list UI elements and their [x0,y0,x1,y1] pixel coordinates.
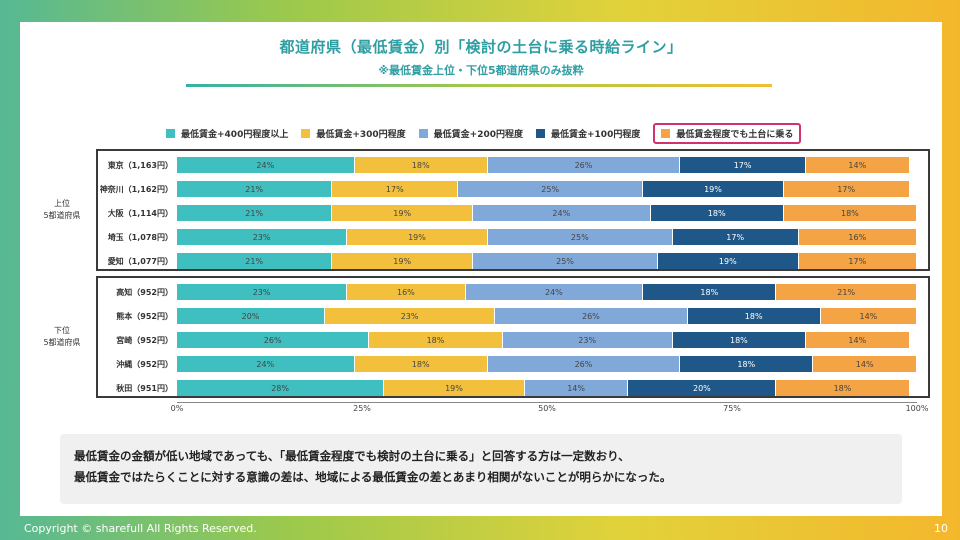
x-axis-line [177,402,917,403]
legend-label-2: 最低賃金+300円程度 [316,129,406,140]
bar-segment: 19% [332,205,473,221]
legend-item-2: 最低賃金+300円程度 [301,127,406,140]
legend-label-5: 最低賃金程度でも土台に乗る [676,129,794,140]
bar-segment: 20% [628,380,777,396]
copyright-text: Copyright © sharefull All Rights Reserve… [24,522,257,535]
group-label-2: 下位 5都道府県 [34,325,90,349]
bar-segment: 23% [177,284,348,300]
bar-segment: 18% [354,157,488,173]
group-label-line-2: 5都道府県 [43,211,81,220]
bar-segment: 19% [658,253,799,269]
slide-card: 都道府県（最低賃金）別「検討の土台に乗る時給ライン」 ※最低賃金上位・下位5都道… [20,22,942,516]
row-label: 埼玉（1,078円） [107,233,173,242]
bar-segment: 14% [524,380,629,396]
bar-segment: 24% [473,205,651,221]
title-underline [186,84,772,87]
bar-segment: 20% [177,308,325,324]
bar-segment: 23% [325,308,496,324]
x-tick-label: 75% [723,404,741,413]
bar-segment: 17% [672,229,799,245]
bar-segment: 25% [487,229,673,245]
bar-segment: 18% [687,308,821,324]
group-box-2 [96,276,930,398]
row-label: 大阪（1,114円） [107,209,173,218]
bar-segment: 21% [177,181,333,197]
bar-segment: 19% [332,253,473,269]
bar-segment: 24% [177,157,355,173]
bar-segment: 26% [487,356,681,372]
bar-segment: 14% [820,308,917,324]
summary-note: 最低賃金の金額が低い地域であっても、「最低賃金程度でも検討の土台に乗る」と回答す… [60,434,902,504]
bar-segment: 19% [347,229,488,245]
legend-label-3: 最低賃金+200円程度 [433,129,523,140]
group-label-line-1: 下位 [54,326,70,335]
bar-segment: 23% [502,332,673,348]
group-label-1: 上位 5都道府県 [34,198,90,222]
legend-label-1: 最低賃金+400円程度以上 [181,129,289,140]
bar-segment: 21% [177,253,333,269]
bar-segment: 17% [798,253,917,269]
bar-segment: 18% [643,284,777,300]
bar-segment: 17% [783,181,910,197]
bar-segment: 28% [177,380,385,396]
bar-segment: 26% [177,332,370,348]
row-label: 愛知（1,077円） [107,257,173,266]
row-label: 沖縄（952円） [116,360,173,369]
chart-legend: 最低賃金+400円程度以上 最低賃金+300円程度 最低賃金+200円程度 最低賃金+… [166,122,802,144]
slide-subtitle: ※最低賃金上位・下位5都道府県のみ抜粋 [378,64,584,77]
bar-segment: 14% [806,332,910,348]
group-box-1 [96,149,930,271]
x-tick-label: 0% [170,404,184,413]
bar-segment: 21% [776,284,917,300]
slide-title: 都道府県（最低賃金）別「検討の土台に乗る時給ライン」 [279,38,683,56]
legend-swatch-4 [536,128,545,138]
legend-swatch-5 [661,128,671,138]
legend-item-1: 最低賃金+400円程度以上 [166,127,288,140]
x-tick-label: 50% [538,404,556,413]
bar-segment: 14% [806,157,910,173]
row-label: 宮崎（952円） [116,336,173,345]
legend-item-5: 最低賃金程度でも土台に乗る [653,122,802,144]
bar-segment: 17% [680,157,806,173]
bar-segment: 23% [177,229,348,245]
row-label: 熊本（952円） [116,312,173,321]
summary-note-line-2: 最低賃金ではたらくことに対する意識の差は、地域による最低賃金の差とあまり相関がな… [74,470,672,484]
bar-segment: 21% [177,205,333,221]
bar-segment: 19% [384,380,525,396]
bar-segment: 19% [643,181,784,197]
row-label: 東京（1,163円） [107,161,173,170]
row-label: 神奈川（1,162円） [99,185,173,194]
bar-segment: 24% [465,284,644,300]
row-label: 秋田（951円） [116,384,173,393]
legend-swatch-2 [301,128,311,138]
bar-segment: 24% [177,356,355,372]
row-label: 高知（952円） [116,288,173,297]
x-tick-label: 100% [905,404,929,413]
group-label-line-2: 5都道府県 [43,338,81,347]
bar-segment: 16% [798,229,917,245]
legend-swatch-3 [418,128,428,138]
bar-segment: 16% [347,284,466,300]
bar-segment: 18% [369,332,503,348]
legend-label-4: 最低賃金+100円程度 [551,129,641,140]
bar-segment: 18% [680,356,814,372]
bar-segment: 26% [487,157,681,173]
bar-segment: 26% [495,308,688,324]
legend-swatch-1 [166,128,175,138]
bar-segment: 14% [813,356,917,372]
bar-segment: 17% [332,181,459,197]
group-label-line-1: 上位 [54,199,70,208]
legend-item-3: 最低賃金+200円程度 [418,127,523,140]
bar-segment: 18% [776,380,910,396]
page-number: 10 [934,522,948,535]
legend-item-4: 最低賃金+100円程度 [536,127,640,140]
bar-segment: 18% [354,356,488,372]
bar-segment: 25% [473,253,658,269]
x-tick-label: 25% [353,404,371,413]
bar-segment: 18% [672,332,806,348]
bar-segment: 25% [458,181,644,197]
bar-segment: 18% [650,205,784,221]
summary-note-line-1: 最低賃金の金額が低い地域であっても、「最低賃金程度でも検討の土台に乗る」と回答す… [74,449,630,463]
bar-segment: 18% [783,205,917,221]
